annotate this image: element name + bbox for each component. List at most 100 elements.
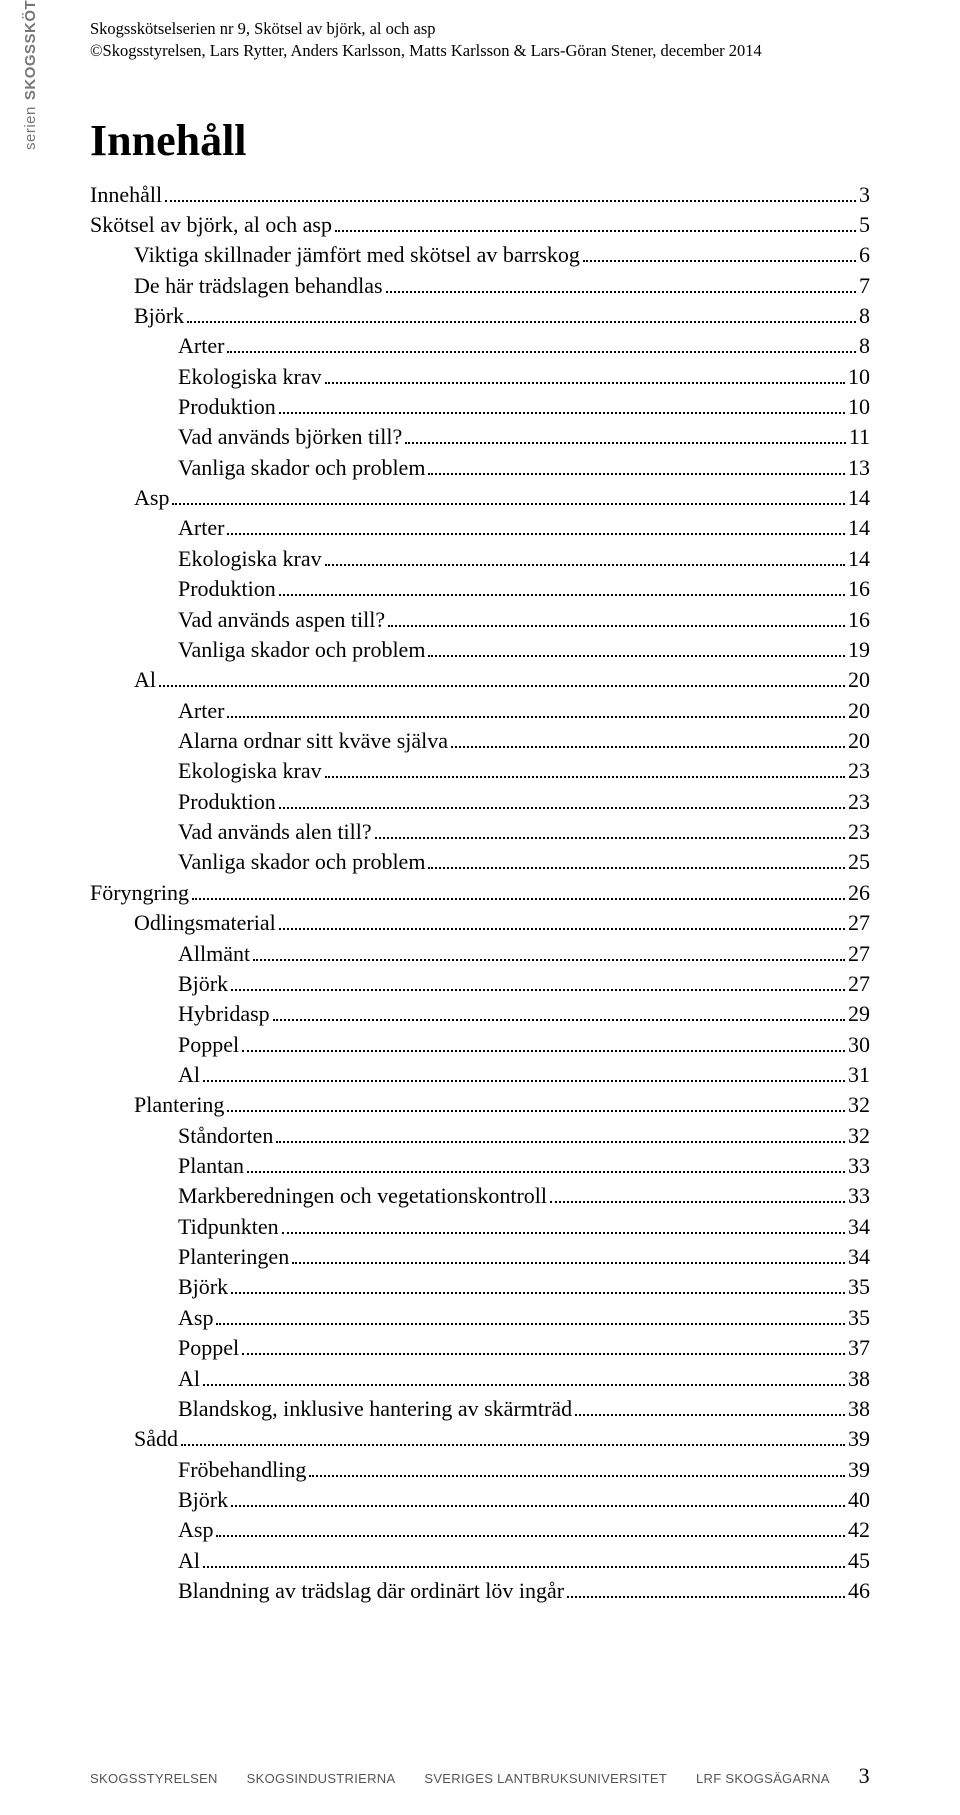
page-title: Innehåll <box>90 115 870 166</box>
toc-leader-dots <box>203 1553 845 1567</box>
toc-row: Vad används alen till?23 <box>90 817 870 847</box>
toc-row: Hybridasp29 <box>90 999 870 1029</box>
toc-label: Fröbehandling <box>178 1455 306 1485</box>
toc-page-number: 6 <box>859 240 870 270</box>
toc-page-number: 39 <box>848 1424 870 1454</box>
toc-label: Björk <box>178 1485 228 1515</box>
toc-label: Ekologiska krav <box>178 362 322 392</box>
toc-row: Vad används björken till? 11 <box>90 422 870 452</box>
toc-label: De här trädslagen behandlas <box>134 271 383 301</box>
toc-row: Asp 42 <box>90 1515 870 1545</box>
toc-label: Vad används alen till? <box>178 817 372 847</box>
header-line-2: ©Skogsstyrelsen, Lars Rytter, Anders Kar… <box>90 40 870 62</box>
toc-label: Asp <box>178 1303 213 1333</box>
toc-row: Al 31 <box>90 1060 870 1090</box>
toc-leader-dots <box>172 491 845 505</box>
toc-label: Blandning av trädslag där ordinärt löv i… <box>178 1576 564 1606</box>
toc-row: Asp14 <box>90 483 870 513</box>
toc-row: Arter 20 <box>90 696 870 726</box>
toc-leader-dots <box>253 946 845 960</box>
toc-leader-dots <box>231 1493 845 1507</box>
toc-label: Al <box>178 1364 200 1394</box>
toc-leader-dots <box>181 1432 845 1446</box>
footer-org-3: SVERIGES LANTBRUKSUNIVERSITET <box>424 1771 667 1786</box>
toc-page-number: 46 <box>848 1576 870 1606</box>
toc-leader-dots <box>216 1311 845 1325</box>
toc-row: Poppel37 <box>90 1333 870 1363</box>
toc-page-number: 42 <box>848 1515 870 1545</box>
page-header: Skogsskötselserien nr 9, Skötsel av björ… <box>90 18 870 63</box>
toc-label: Produktion <box>178 787 276 817</box>
toc-page-number: 32 <box>848 1090 870 1120</box>
toc-page-number: 31 <box>848 1060 870 1090</box>
toc-row: Arter14 <box>90 513 870 543</box>
toc-row: Al45 <box>90 1546 870 1576</box>
toc-page-number: 16 <box>848 605 870 635</box>
toc-label: Arter <box>178 696 224 726</box>
toc-leader-dots <box>279 582 845 596</box>
toc-page-number: 34 <box>848 1212 870 1242</box>
toc-label: Vanliga skador och problem <box>178 635 425 665</box>
toc-page-number: 8 <box>859 301 870 331</box>
toc-leader-dots <box>325 764 845 778</box>
toc-leader-dots <box>203 1371 845 1385</box>
toc-leader-dots <box>216 1523 845 1537</box>
toc-page-number: 23 <box>848 787 870 817</box>
series-side-label: serien SKOGSSKÖTSEL <box>22 0 39 150</box>
toc-page-number: 10 <box>848 362 870 392</box>
toc-leader-dots <box>375 825 845 839</box>
toc-leader-dots <box>165 187 856 201</box>
toc-leader-dots <box>550 1189 845 1203</box>
toc-label: Alarna ordnar sitt kväve själva <box>178 726 448 756</box>
toc-row: Blandskog, inklusive hantering av skärmt… <box>90 1394 870 1424</box>
toc-page-number: 20 <box>848 726 870 756</box>
toc-row: Vanliga skador och problem19 <box>90 635 870 665</box>
toc-row: Alarna ordnar sitt kväve själva 20 <box>90 726 870 756</box>
toc-page-number: 33 <box>848 1151 870 1181</box>
toc-page-number: 45 <box>848 1546 870 1576</box>
toc-row: Produktion 23 <box>90 787 870 817</box>
toc-page-number: 26 <box>848 878 870 908</box>
toc-row: Produktion16 <box>90 574 870 604</box>
toc-label: Al <box>134 665 156 695</box>
toc-row: Tidpunkten34 <box>90 1212 870 1242</box>
toc-page-number: 35 <box>848 1272 870 1302</box>
toc-row: Innehåll3 <box>90 180 870 210</box>
toc-leader-dots <box>242 1341 845 1355</box>
toc-leader-dots <box>203 1068 845 1082</box>
toc-label: Produktion <box>178 392 276 422</box>
toc-page-number: 37 <box>848 1333 870 1363</box>
toc-leader-dots <box>192 886 845 900</box>
toc-label: Föryngring <box>90 878 189 908</box>
toc-label: Arter <box>178 331 224 361</box>
toc-leader-dots <box>159 673 845 687</box>
toc-label: Ekologiska krav <box>178 544 322 574</box>
toc-label: Planteringen <box>178 1242 289 1272</box>
toc-leader-dots <box>309 1462 845 1476</box>
toc-label: Al <box>178 1060 200 1090</box>
toc-page-number: 40 <box>848 1485 870 1515</box>
toc-leader-dots <box>227 703 845 717</box>
toc-page-number: 10 <box>848 392 870 422</box>
toc-page-number: 30 <box>848 1030 870 1060</box>
toc-page-number: 27 <box>848 939 870 969</box>
toc-row: Vad används aspen till?16 <box>90 605 870 635</box>
toc-leader-dots <box>279 794 845 808</box>
toc-page-number: 8 <box>859 331 870 361</box>
toc-label: Asp <box>178 1515 213 1545</box>
toc-leader-dots <box>231 977 845 991</box>
toc-row: Poppel30 <box>90 1030 870 1060</box>
toc-leader-dots <box>428 643 845 657</box>
toc-row: Al38 <box>90 1364 870 1394</box>
toc-page-number: 23 <box>848 756 870 786</box>
toc-label: Björk <box>134 301 184 331</box>
toc-row: Viktiga skillnader jämfört med skötsel a… <box>90 240 870 270</box>
toc-page-number: 14 <box>848 544 870 574</box>
toc-leader-dots <box>335 218 856 232</box>
toc-label: Vad används björken till? <box>178 422 402 452</box>
toc-page-number: 20 <box>848 696 870 726</box>
toc-row: Fröbehandling39 <box>90 1455 870 1485</box>
toc-page-number: 32 <box>848 1121 870 1151</box>
toc-page-number: 11 <box>849 422 870 452</box>
toc-label: Innehåll <box>90 180 162 210</box>
